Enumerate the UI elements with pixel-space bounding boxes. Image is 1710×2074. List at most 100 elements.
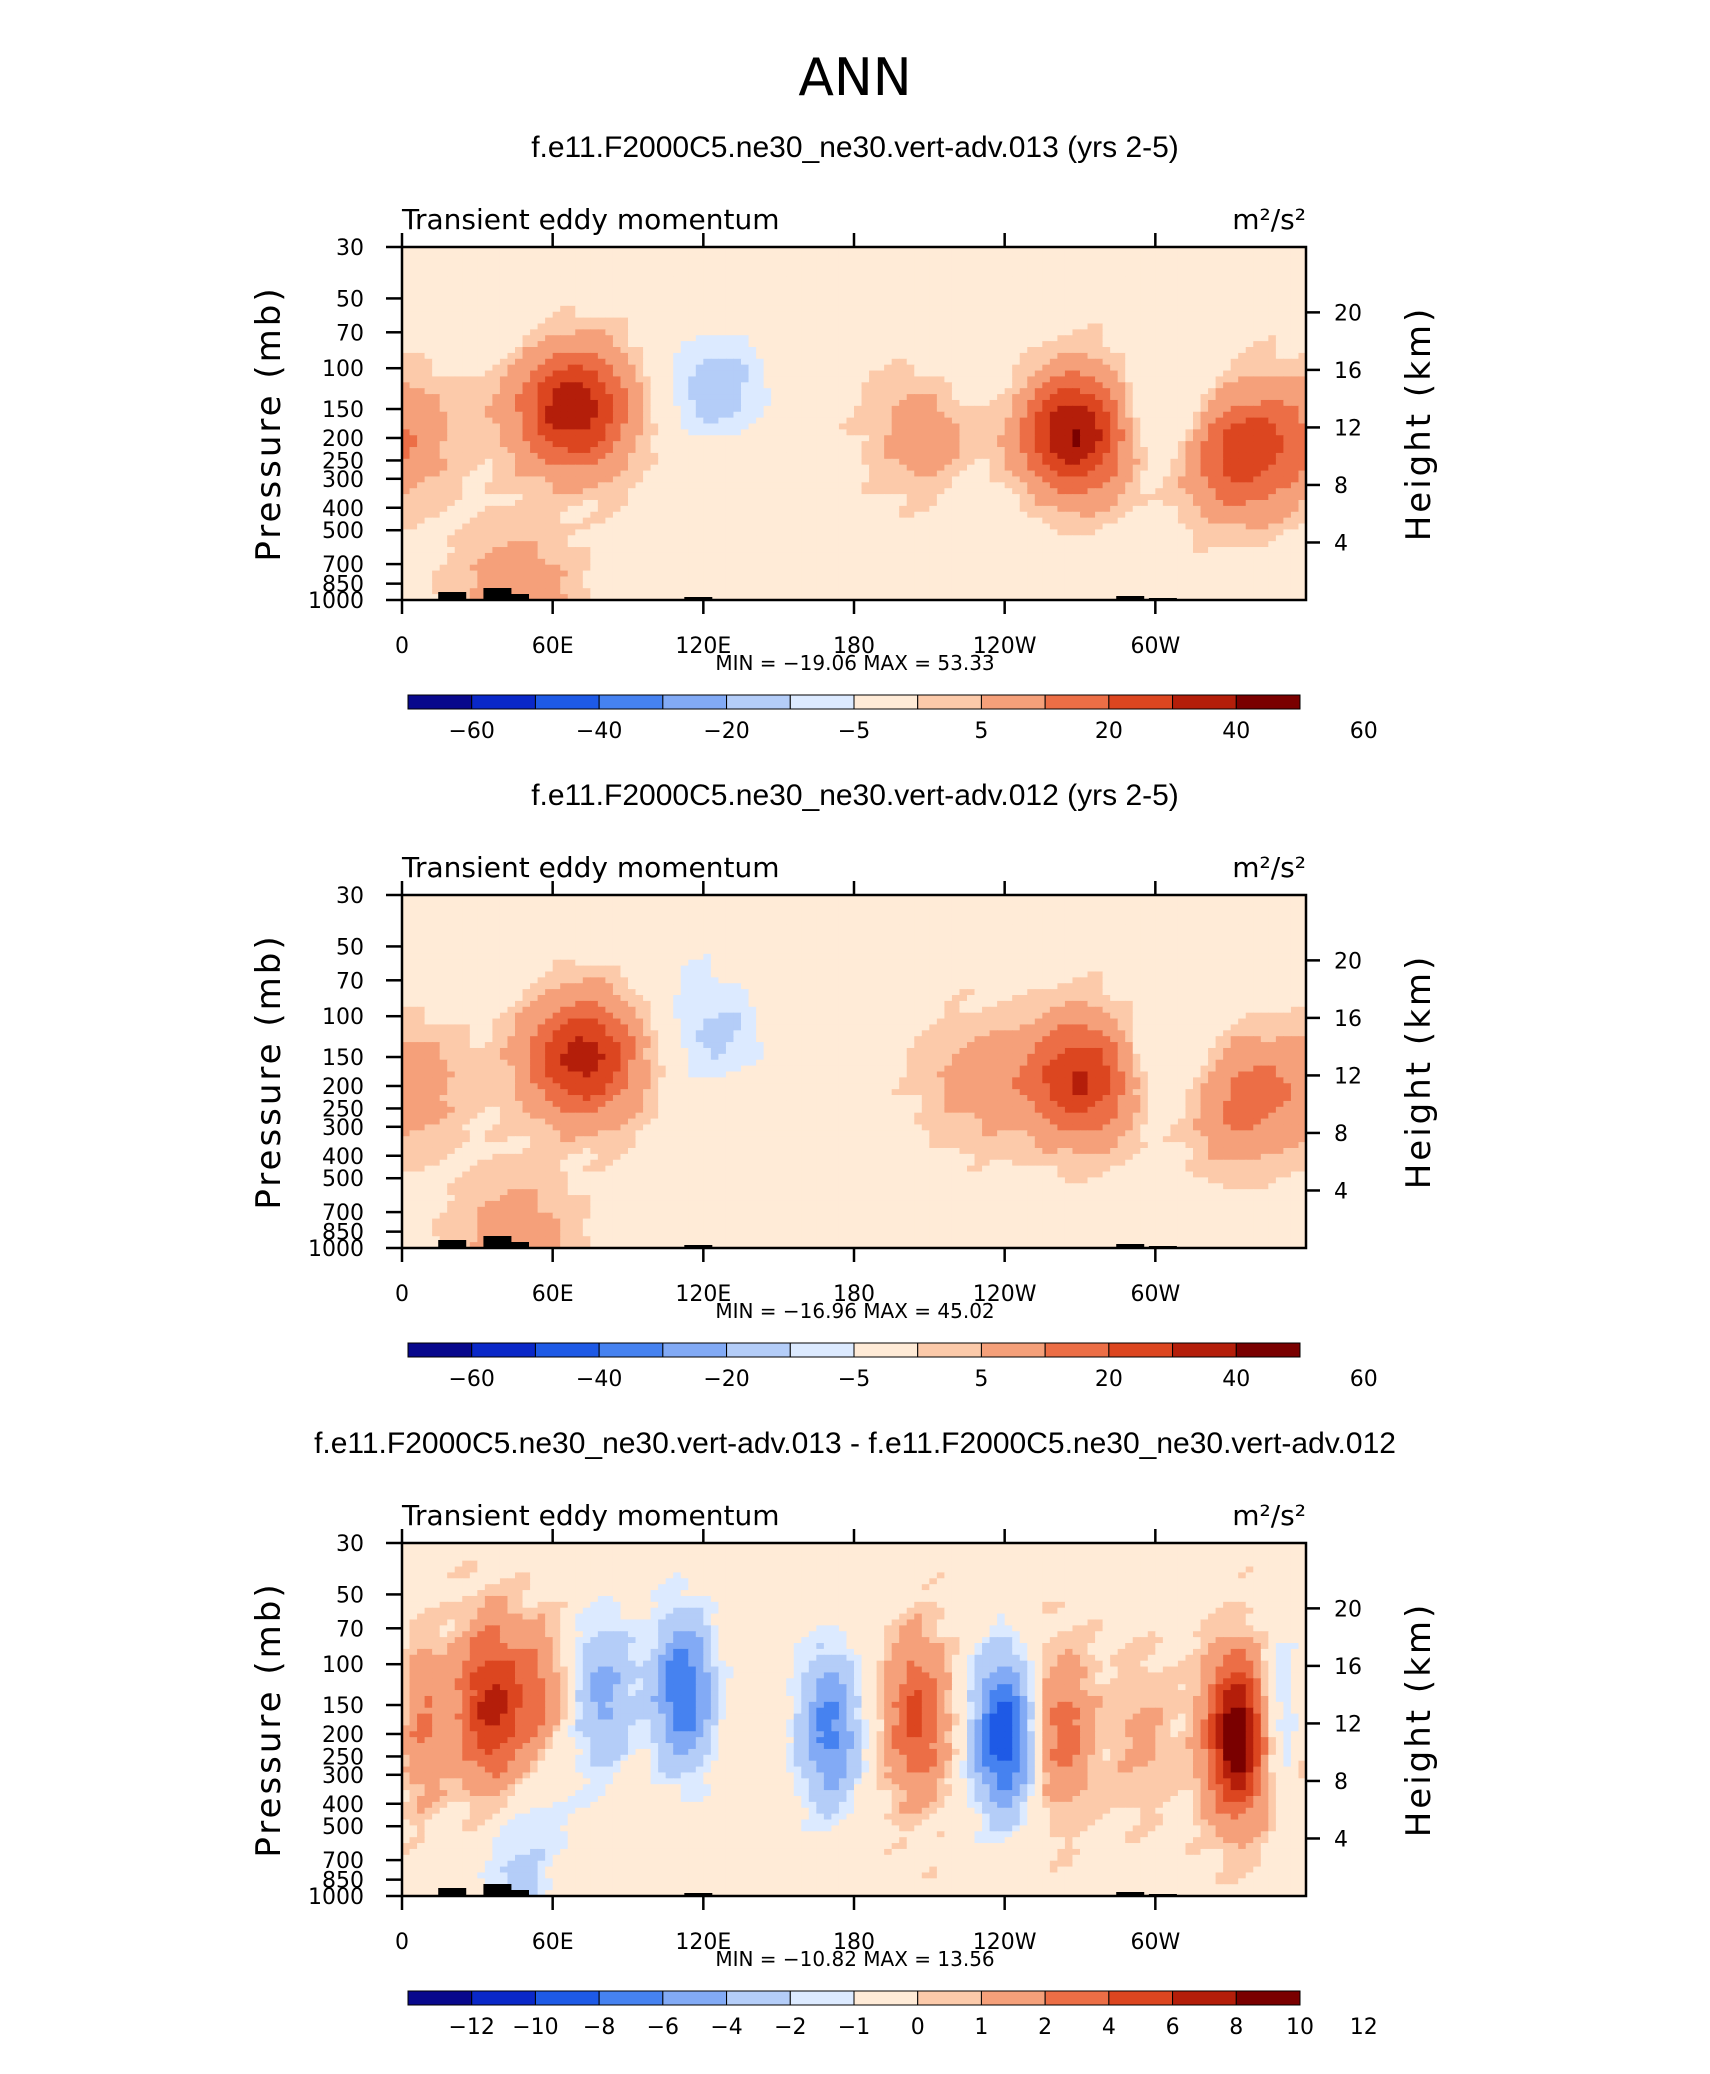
field-cell — [635, 411, 644, 419]
field-cell — [1253, 341, 1262, 348]
field-cell — [409, 370, 418, 378]
field-cell — [492, 382, 501, 389]
field-cell — [552, 305, 561, 313]
field-cell — [507, 429, 516, 436]
field-cell — [695, 411, 704, 419]
field-cell — [620, 429, 629, 436]
field-cell — [1110, 347, 1119, 354]
field-cell — [1238, 452, 1247, 460]
field-cell — [1208, 329, 1217, 336]
field-cell — [1057, 376, 1066, 383]
field-cell — [778, 270, 787, 278]
field-cell — [673, 252, 682, 260]
field-cell — [1162, 411, 1171, 419]
field-cell — [974, 247, 983, 254]
field-cell — [1102, 394, 1111, 401]
field-cell — [1064, 382, 1074, 389]
field-cell — [1095, 294, 1104, 301]
field-cell — [1004, 311, 1013, 319]
field-cell — [1208, 417, 1217, 425]
field-cell — [1034, 358, 1043, 366]
field-cell — [454, 282, 463, 289]
field-cell — [650, 282, 659, 289]
field-cell — [688, 276, 697, 283]
field-cell — [1102, 247, 1111, 254]
field-cell — [597, 299, 606, 307]
field-cell — [944, 441, 953, 448]
field-cell — [846, 317, 855, 325]
field-cell — [1140, 247, 1149, 254]
field-cell — [1095, 482, 1104, 489]
field-cell — [944, 405, 953, 413]
field-cell — [763, 358, 772, 366]
field-cell — [906, 411, 915, 419]
field-cell — [680, 358, 689, 366]
field-cell — [936, 417, 945, 425]
field-cell — [688, 399, 697, 407]
field-cell — [733, 388, 742, 395]
field-cell — [560, 258, 569, 266]
field-cell — [1245, 370, 1254, 378]
field-cell — [575, 329, 584, 336]
field-cell — [959, 264, 968, 272]
field-cell — [665, 447, 674, 454]
field-cell — [808, 405, 817, 413]
field-cell — [515, 258, 524, 266]
field-cell — [1245, 476, 1254, 483]
field-cell — [733, 423, 742, 430]
field-cell — [921, 247, 930, 254]
field-cell — [891, 341, 900, 348]
field-cell — [424, 376, 433, 383]
field-cell — [1102, 317, 1111, 325]
field-cell — [628, 276, 637, 283]
field-cell — [1019, 441, 1028, 448]
field-cell — [861, 388, 870, 395]
field-cell — [658, 464, 667, 472]
field-cell — [921, 252, 930, 260]
field-cell — [1208, 429, 1217, 436]
field-cell — [997, 299, 1006, 307]
field-cell — [733, 335, 742, 342]
field-cell — [1275, 447, 1284, 454]
field-cell — [914, 364, 923, 372]
field-cell — [1155, 258, 1164, 266]
field-cell — [1298, 329, 1307, 336]
field-cell — [484, 258, 493, 266]
field-cell — [793, 364, 802, 372]
field-cell — [665, 252, 674, 260]
field-cell — [628, 417, 637, 425]
field-cell — [846, 394, 855, 401]
field-cell — [597, 488, 606, 495]
field-cell — [1049, 370, 1058, 378]
field-cell — [567, 429, 576, 436]
field-cell — [876, 270, 885, 278]
field-cell — [921, 405, 930, 413]
field-cell — [1193, 299, 1202, 307]
field-cell — [1080, 270, 1089, 278]
field-cell — [1268, 299, 1277, 307]
field-cell — [1117, 294, 1126, 301]
field-cell — [620, 258, 629, 266]
field-cell — [808, 364, 817, 372]
field-cell — [680, 382, 689, 389]
field-cell — [710, 441, 719, 448]
field-cell — [1185, 311, 1194, 319]
field-cell — [1004, 347, 1013, 354]
field-cell — [861, 476, 870, 483]
field-cell — [831, 258, 840, 266]
field-cell — [808, 464, 817, 472]
field-cell — [620, 405, 629, 413]
field-cell — [424, 405, 433, 413]
field-cell — [1064, 311, 1074, 319]
field-cell — [944, 458, 953, 466]
field-cell — [718, 329, 727, 336]
field-cell — [1087, 347, 1096, 354]
field-cell — [891, 435, 900, 442]
field-cell — [1200, 323, 1209, 330]
field-cell — [537, 476, 546, 483]
field-cell — [1012, 288, 1021, 295]
field-cell — [1095, 317, 1104, 325]
field-cell — [838, 464, 848, 472]
field-cell — [869, 399, 878, 407]
field-cell — [537, 258, 546, 266]
